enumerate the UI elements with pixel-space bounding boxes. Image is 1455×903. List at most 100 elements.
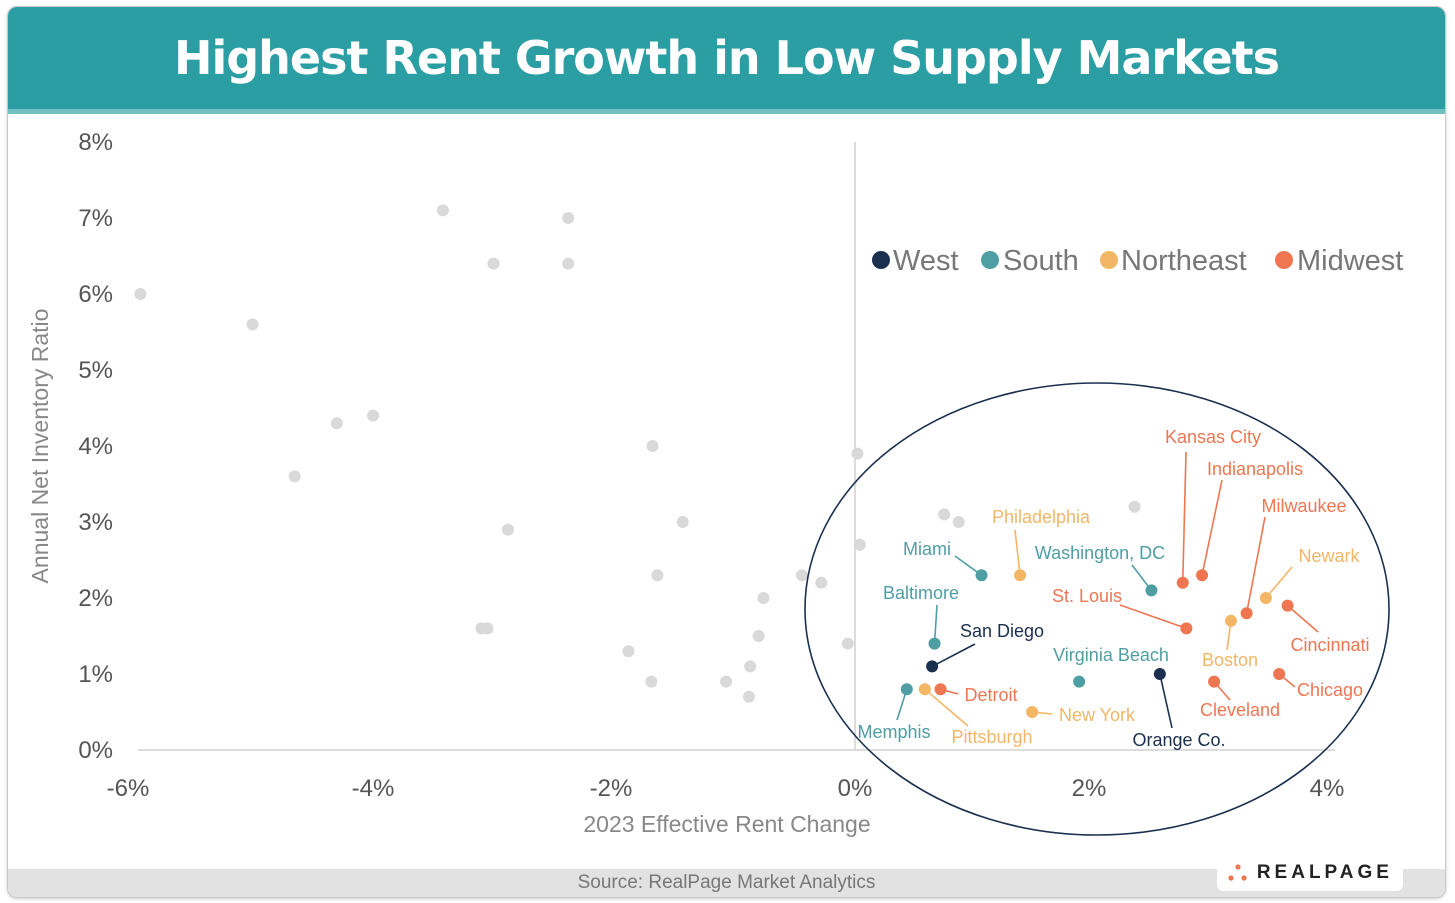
market-cincinnati: Cincinnati bbox=[1281, 599, 1370, 655]
data-point bbox=[1273, 668, 1286, 680]
market-orange-co-: Orange Co. bbox=[1132, 668, 1226, 750]
market-san-diego: San Diego bbox=[926, 621, 1044, 673]
y-tick-label: 7% bbox=[78, 205, 113, 232]
market-virginia-beach: Virginia Beach bbox=[1053, 645, 1169, 688]
data-point-other bbox=[288, 470, 301, 483]
legend: West South Northeast Midwest bbox=[872, 245, 1403, 277]
market-miami: Miami bbox=[903, 539, 988, 582]
x-tick-label: 4% bbox=[1310, 775, 1345, 802]
y-tick-label: 2% bbox=[78, 585, 113, 612]
data-point-other bbox=[134, 288, 147, 300]
data-point-other bbox=[841, 637, 854, 650]
data-label: Baltimore bbox=[883, 583, 959, 603]
market-indianapolis: Indianapolis bbox=[1196, 459, 1303, 582]
y-axis-title: Annual Net Inventory Ratio bbox=[27, 309, 53, 584]
data-label: Orange Co. bbox=[1132, 730, 1225, 750]
data-point-other bbox=[562, 257, 575, 270]
data-label: Pittsburgh bbox=[951, 727, 1032, 747]
logo-text: REALPAGE bbox=[1256, 862, 1393, 883]
market-chicago: Chicago bbox=[1273, 668, 1363, 700]
title-banner: Highest Rent Growth in Low Supply Market… bbox=[8, 7, 1445, 114]
data-point-other bbox=[720, 675, 733, 688]
data-point-other bbox=[795, 569, 808, 582]
data-label: Washington, DC bbox=[1035, 543, 1165, 563]
y-tick-label: 8% bbox=[78, 129, 113, 156]
market-philadelphia: Philadelphia bbox=[992, 507, 1091, 582]
market-kansas-city: Kansas City bbox=[1165, 427, 1261, 589]
data-label: Boston bbox=[1202, 650, 1258, 670]
data-label: St. Louis bbox=[1052, 586, 1122, 606]
y-tick-label: 3% bbox=[78, 509, 113, 536]
data-point-other bbox=[651, 569, 664, 582]
data-point bbox=[1014, 569, 1027, 582]
data-label: Virginia Beach bbox=[1053, 645, 1169, 665]
data-point-other bbox=[246, 318, 259, 331]
data-point-other bbox=[501, 523, 514, 536]
leader-line bbox=[1159, 673, 1173, 729]
data-point bbox=[926, 660, 939, 673]
data-label: Kansas City bbox=[1165, 427, 1261, 447]
legend-marker-midwest bbox=[1275, 251, 1293, 269]
data-point bbox=[918, 683, 931, 696]
data-label: Indianapolis bbox=[1207, 459, 1303, 479]
data-label: New York bbox=[1059, 705, 1136, 725]
data-point-other bbox=[744, 660, 757, 673]
data-point-other bbox=[622, 645, 635, 658]
legend-label-south: South bbox=[1003, 245, 1079, 277]
data-point-other bbox=[938, 508, 951, 521]
data-point-other bbox=[815, 576, 828, 589]
data-point bbox=[1176, 576, 1189, 589]
data-point-other bbox=[487, 257, 500, 270]
data-point-other bbox=[481, 622, 494, 635]
realpage-logo: REALPAGE bbox=[1216, 855, 1403, 891]
x-tick-label: -6% bbox=[107, 775, 150, 802]
data-point bbox=[1196, 569, 1209, 582]
data-point-other bbox=[330, 417, 343, 430]
data-label: Miami bbox=[903, 539, 951, 559]
market-new-york: New York bbox=[1026, 705, 1136, 725]
market-pittsburgh: Pittsburgh bbox=[918, 683, 1033, 747]
leader-line bbox=[924, 688, 969, 727]
data-point bbox=[900, 683, 913, 696]
y-tick-label: 1% bbox=[78, 661, 113, 688]
legend-label-midwest: Midwest bbox=[1297, 245, 1403, 277]
y-tick-label: 0% bbox=[78, 737, 113, 764]
data-point-other bbox=[757, 592, 770, 604]
data-point-other bbox=[676, 516, 689, 528]
x-tick-label: -2% bbox=[590, 775, 633, 802]
highlighted-markets: Kansas City Indianapolis Milwaukee Philadel… bbox=[857, 427, 1369, 750]
x-axis-title: 2023 Effective Rent Change bbox=[583, 811, 870, 837]
y-tick-label: 6% bbox=[78, 281, 113, 308]
leader-line bbox=[1119, 604, 1187, 630]
data-label: Philadelphia bbox=[992, 507, 1091, 527]
other-markets bbox=[134, 204, 1141, 703]
legend-label-west: West bbox=[893, 245, 959, 277]
data-point-other bbox=[742, 690, 755, 703]
leader-line bbox=[931, 643, 976, 668]
data-point-other bbox=[645, 675, 658, 688]
data-point-other bbox=[367, 409, 379, 422]
data-point bbox=[1180, 622, 1193, 635]
legend-marker-south bbox=[981, 251, 999, 269]
data-point-other bbox=[436, 204, 449, 217]
data-label: San Diego bbox=[960, 621, 1044, 641]
legend-marker-west bbox=[872, 251, 890, 269]
data-label: Memphis bbox=[857, 722, 930, 742]
highlight-ellipse bbox=[804, 382, 1390, 836]
leader-line bbox=[933, 604, 938, 644]
data-label: Cleveland bbox=[1200, 700, 1280, 720]
data-point bbox=[1026, 706, 1039, 718]
market-milwaukee: Milwaukee bbox=[1240, 496, 1347, 620]
leader-line bbox=[1287, 604, 1319, 633]
data-label: Newark bbox=[1298, 546, 1360, 566]
data-point-other bbox=[562, 212, 575, 224]
market-memphis: Memphis bbox=[857, 683, 931, 742]
legend-marker-northeast bbox=[1100, 251, 1118, 269]
legend-label-northeast: Northeast bbox=[1121, 245, 1247, 277]
data-label: Milwaukee bbox=[1261, 496, 1346, 516]
data-point-other bbox=[952, 516, 965, 528]
data-point-other bbox=[1128, 500, 1141, 513]
market-newark: Newark bbox=[1259, 546, 1361, 604]
